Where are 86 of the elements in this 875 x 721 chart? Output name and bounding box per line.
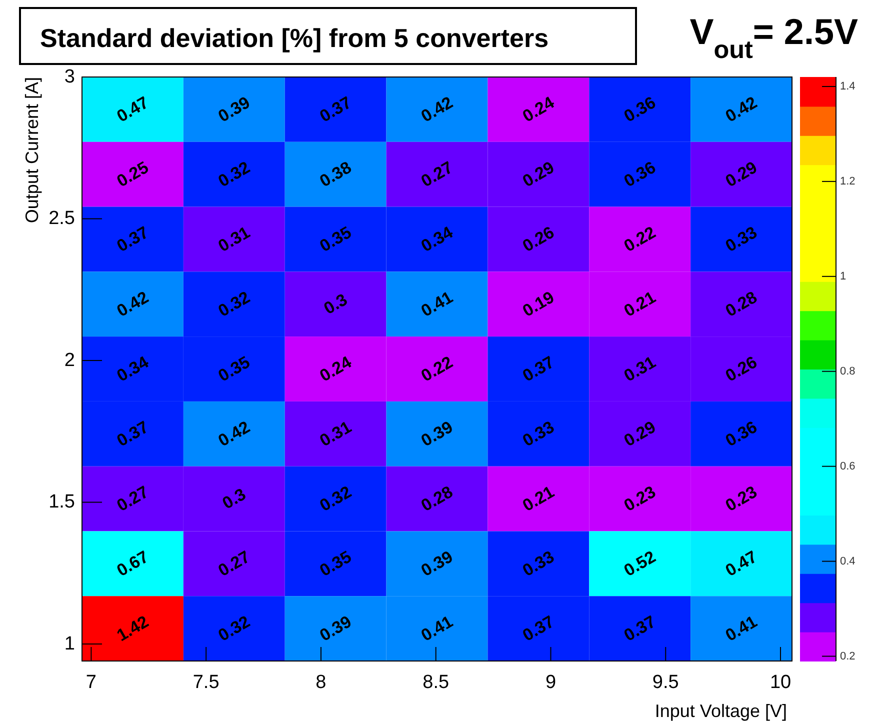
data-label: 0.35 [316, 547, 355, 580]
data-label: 0.37 [114, 222, 152, 256]
color-bar-label: 1 [840, 270, 846, 282]
y-tick-label: 1.5 [48, 492, 75, 513]
color-bar-label: 0.6 [840, 460, 856, 472]
x-tick-label: 9.5 [652, 672, 679, 693]
data-label: 0.41 [418, 612, 456, 646]
data-label: 0.32 [215, 288, 254, 321]
data-label: 0.39 [418, 547, 456, 580]
data-label: 0.36 [722, 417, 760, 450]
data-label: 0.34 [418, 222, 457, 256]
data-label: 0.3 [320, 290, 351, 318]
data-label: 0.39 [215, 92, 254, 126]
data-label: 0.23 [620, 482, 659, 516]
data-label: 0.3 [219, 484, 250, 513]
data-label: 0.28 [722, 288, 760, 321]
x-tick-label: 10 [770, 672, 792, 693]
data-label: 1.42 [114, 612, 152, 646]
data-label: 0.35 [316, 222, 355, 256]
data-label: 0.32 [316, 482, 355, 516]
data-label: 0.37 [620, 612, 659, 646]
chart-title: Standard deviation [%] from 5 converters [40, 23, 549, 53]
data-label: 0.19 [519, 288, 558, 321]
data-label: 0.21 [620, 288, 659, 321]
y-tick-label: 3 [64, 66, 75, 88]
data-label: 0.26 [722, 352, 760, 386]
data-label: 0.31 [316, 417, 355, 450]
data-label: 0.39 [418, 417, 456, 450]
color-bar-label: 0.2 [840, 650, 856, 662]
x-tick-label: 8.5 [422, 672, 450, 693]
data-label: 0.42 [722, 92, 760, 126]
data-label: 0.34 [114, 352, 152, 386]
data-label: 0.67 [114, 547, 152, 580]
y-tick-label: 2 [64, 350, 75, 371]
data-label: 0.29 [620, 417, 659, 450]
data-label: 0.27 [215, 547, 254, 580]
data-label: 0.52 [620, 547, 659, 580]
data-label: 0.37 [316, 92, 355, 126]
data-label: 0.27 [418, 158, 456, 191]
data-label: 0.28 [418, 482, 456, 516]
data-label: 0.32 [215, 612, 254, 646]
data-label: 0.35 [215, 352, 254, 386]
y-tick-label: 2.5 [48, 208, 75, 230]
data-label: 0.42 [215, 417, 254, 450]
color-bar-label: 1.2 [840, 175, 856, 188]
data-label: 0.23 [722, 482, 760, 516]
data-label: 0.47 [114, 92, 152, 126]
data-label: 0.36 [620, 92, 659, 126]
data-label: 0.33 [519, 547, 558, 580]
data-label: 0.47 [722, 547, 760, 580]
x-tick-label: 7 [86, 672, 96, 693]
color-bar-label: 1.4 [840, 80, 856, 92]
data-label: 0.33 [722, 222, 760, 256]
data-label: 0.24 [316, 352, 356, 386]
color-bar-label: 0.8 [840, 365, 856, 378]
color-bar-label: 0.4 [840, 555, 856, 568]
data-label: 0.33 [519, 417, 558, 450]
data-label: 0.36 [620, 158, 659, 191]
y-axis-title: Output Current [A] [22, 77, 42, 224]
x-tick-label: 7.5 [192, 672, 220, 693]
data-label: 0.32 [215, 158, 254, 191]
data-label: 0.21 [519, 482, 558, 516]
data-label: 0.31 [215, 222, 254, 256]
data-label: 0.37 [114, 417, 152, 450]
data-label: 0.24 [519, 92, 558, 126]
x-tick-label: 9 [545, 672, 556, 693]
data-label: 0.41 [418, 288, 456, 321]
data-label: 0.31 [620, 352, 659, 386]
data-label: 0.25 [114, 158, 152, 191]
data-label: 0.22 [418, 352, 456, 386]
data-label: 0.38 [316, 158, 355, 191]
data-label: 0.42 [114, 288, 152, 321]
data-label: 0.37 [519, 352, 558, 386]
x-tick-label: 8 [316, 672, 326, 693]
data-label: 0.41 [722, 612, 760, 646]
text: V$_{out}$= 2.5V [690, 11, 858, 64]
data-label: 0.29 [519, 158, 558, 191]
data-label: 0.22 [620, 222, 659, 256]
data-label: 0.29 [722, 158, 760, 191]
x-axis-title: Input Voltage [V] [654, 701, 787, 721]
y-tick-label: 1 [64, 633, 75, 654]
data-label: 0.42 [418, 92, 456, 126]
data-label: 0.27 [114, 482, 152, 516]
data-label: 0.26 [519, 222, 558, 256]
data-label: 0.37 [519, 612, 558, 646]
data-label: 0.39 [316, 612, 355, 646]
